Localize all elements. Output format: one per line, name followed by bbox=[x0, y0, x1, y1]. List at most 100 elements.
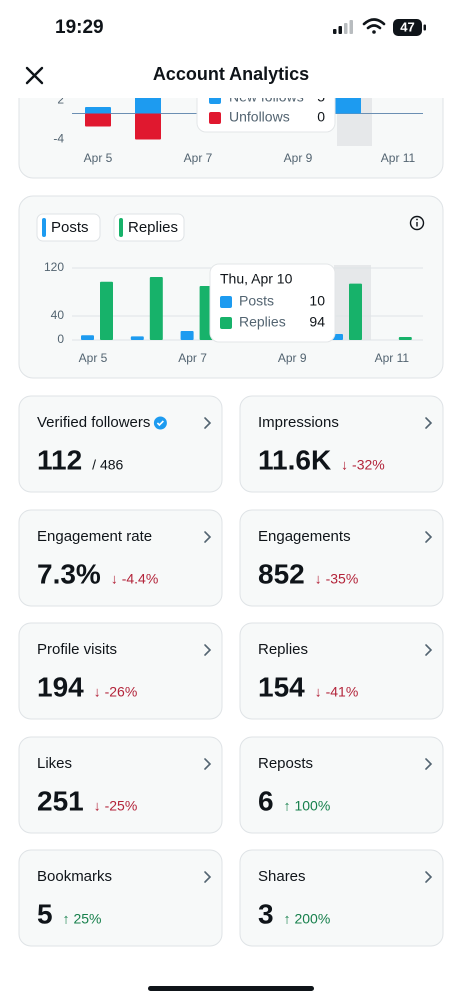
metric-card[interactable]: Shares 3 ↑ 200% bbox=[239, 849, 444, 947]
bar bbox=[180, 331, 194, 340]
card-bg bbox=[18, 509, 223, 607]
card-value: 251 bbox=[37, 785, 84, 816]
battery bbox=[393, 19, 422, 36]
card-change: ↓ -4.4% bbox=[111, 571, 158, 587]
bar bbox=[81, 335, 94, 340]
bar bbox=[199, 286, 213, 340]
battery-tip bbox=[423, 24, 426, 31]
card-value: 11.6K bbox=[258, 444, 331, 475]
y-tick-label: 40 bbox=[51, 308, 65, 322]
bar bbox=[398, 337, 412, 340]
verified-check bbox=[156, 420, 164, 427]
chevron bbox=[425, 644, 433, 656]
card-value: 6 bbox=[258, 785, 274, 816]
card-value: 5 bbox=[37, 898, 53, 929]
battery-level: 47 bbox=[400, 19, 414, 34]
card-bg bbox=[18, 395, 223, 493]
card-change: ↓ -26% bbox=[94, 684, 138, 700]
y-tick-label: 0 bbox=[57, 332, 64, 346]
metric-card[interactable]: Bookmarks 5 ↑ 25% bbox=[18, 849, 223, 947]
y-tick-label: 120 bbox=[44, 260, 64, 274]
y-tick-label: -4 bbox=[53, 132, 64, 146]
card-label: Impressions bbox=[258, 414, 339, 431]
metric-card[interactable]: Replies 154 ↓ -41% bbox=[239, 622, 444, 720]
close-button[interactable] bbox=[25, 66, 44, 85]
card-label: Profile visits bbox=[37, 641, 117, 658]
card-bg bbox=[18, 622, 223, 720]
x-tick-label: Apr 11 bbox=[375, 351, 410, 365]
metric-card[interactable]: Engagements 852 ↓ -35% bbox=[239, 509, 444, 607]
bar bbox=[100, 281, 113, 340]
x-tick-label: Apr 5 bbox=[84, 151, 113, 165]
card-value: 154 bbox=[258, 671, 305, 702]
bar bbox=[135, 113, 161, 140]
card-bg bbox=[239, 736, 444, 834]
card-change: ↑ 100% bbox=[284, 798, 331, 814]
x-tick-label: Apr 5 bbox=[79, 351, 108, 365]
tooltip-value: 0 bbox=[317, 109, 325, 125]
legend-chip[interactable] bbox=[113, 213, 185, 242]
card-value: 7.3% bbox=[37, 558, 101, 589]
card-change: ↓ -32% bbox=[341, 457, 385, 473]
y-tick-label: 2 bbox=[57, 93, 64, 107]
card-change: ↑ 25% bbox=[63, 911, 102, 927]
clock: 19:29 bbox=[55, 17, 104, 38]
card-value: 852 bbox=[258, 558, 305, 589]
screen-title: Account Analytics bbox=[153, 64, 309, 84]
legend-swatch bbox=[220, 317, 232, 329]
legend-label: Posts bbox=[51, 219, 89, 236]
tooltip-label: Replies bbox=[239, 314, 286, 330]
card-change: ↓ -41% bbox=[315, 684, 359, 700]
chevron bbox=[425, 531, 433, 543]
chevron bbox=[204, 871, 212, 883]
card-change: ↓ -35% bbox=[315, 571, 359, 587]
legend-swatch bbox=[220, 296, 232, 308]
info-icon[interactable] bbox=[409, 215, 425, 231]
bar bbox=[130, 336, 144, 340]
bar bbox=[349, 283, 362, 340]
card-label: Replies bbox=[258, 641, 308, 658]
header-bg bbox=[0, 0, 462, 98]
card-label: Verified followers bbox=[37, 414, 150, 431]
card-change: ↑ 200% bbox=[284, 911, 331, 927]
tooltip-label: Unfollows bbox=[229, 109, 290, 125]
tooltip-title: Thu, Apr 10 bbox=[220, 271, 293, 287]
metric-card[interactable]: Reposts 6 ↑ 100% bbox=[239, 736, 444, 834]
bar bbox=[85, 107, 111, 114]
bar bbox=[85, 113, 111, 127]
chevron bbox=[204, 417, 212, 429]
metric-card[interactable]: Profile visits 194 ↓ -26% bbox=[18, 622, 223, 720]
metric-card[interactable]: Impressions 11.6K ↓ -32% bbox=[239, 395, 444, 493]
legend-swatch bbox=[119, 218, 123, 237]
card-label: Likes bbox=[37, 755, 72, 772]
chevron bbox=[425, 758, 433, 770]
metric-card[interactable]: Likes 251 ↓ -25% bbox=[18, 736, 223, 834]
legend-chip[interactable] bbox=[36, 213, 101, 242]
card-bg bbox=[239, 622, 444, 720]
chevron bbox=[204, 531, 212, 543]
metric-cards: Verified followers 112 / 486 Impressions 11.… bbox=[18, 395, 444, 947]
info-icon bbox=[416, 218, 418, 221]
card-label: Engagements bbox=[258, 528, 351, 545]
x-tick-label: Apr 7 bbox=[184, 151, 213, 165]
chevron bbox=[204, 644, 212, 656]
x-tick-label: Apr 11 bbox=[381, 151, 416, 165]
card-bg bbox=[239, 849, 444, 947]
x-tick-label: Apr 9 bbox=[278, 351, 307, 365]
chevron bbox=[425, 871, 433, 883]
chevron bbox=[204, 758, 212, 770]
bar bbox=[135, 94, 161, 114]
card-bg bbox=[18, 736, 223, 834]
legend-swatch bbox=[209, 112, 221, 124]
metric-card[interactable]: Verified followers 112 / 486 bbox=[18, 395, 223, 493]
posts-chart: Posts Replies 0 40 120 Apr 5 Apr 7 Apr 9 Apr 11 T… bbox=[18, 195, 444, 379]
card-label: Reposts bbox=[258, 755, 313, 772]
tooltip-label: Posts bbox=[239, 293, 274, 309]
card-bg bbox=[18, 849, 223, 947]
legend-swatch bbox=[42, 218, 46, 237]
x-tick-label: Apr 7 bbox=[178, 351, 207, 365]
metric-card[interactable]: Engagement rate 7.3% ↓ -4.4% bbox=[18, 509, 223, 607]
legend-label: Replies bbox=[128, 219, 178, 236]
header: 19:29 47 Account Analytics bbox=[0, 0, 462, 98]
